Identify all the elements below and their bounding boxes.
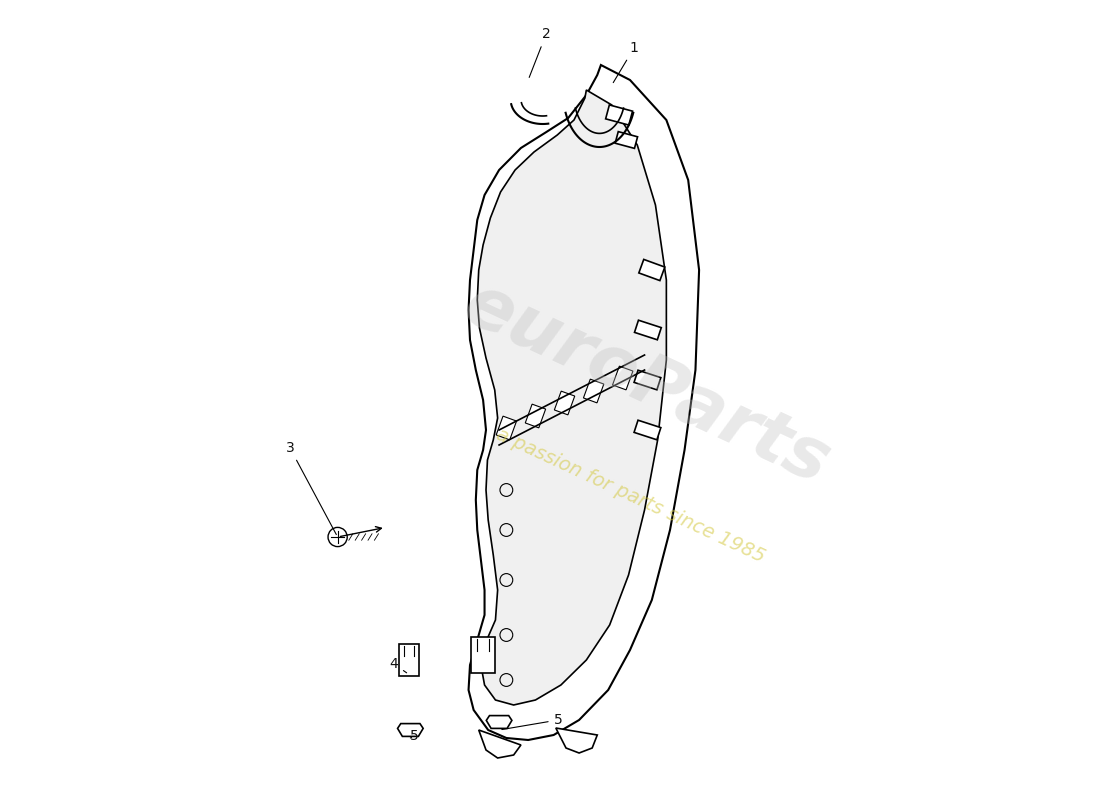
Text: 3: 3 <box>286 441 337 534</box>
Polygon shape <box>554 391 574 415</box>
Polygon shape <box>606 105 632 125</box>
PathPatch shape <box>477 90 667 705</box>
Bar <box>471 638 495 673</box>
Polygon shape <box>634 420 661 440</box>
PathPatch shape <box>556 728 597 753</box>
Polygon shape <box>639 259 664 281</box>
Text: 2: 2 <box>529 27 550 78</box>
Polygon shape <box>397 723 424 736</box>
Polygon shape <box>583 379 604 403</box>
Polygon shape <box>615 132 638 148</box>
PathPatch shape <box>478 730 521 758</box>
Polygon shape <box>526 404 546 428</box>
Polygon shape <box>496 416 517 440</box>
Text: 4: 4 <box>389 657 407 673</box>
Text: a passion for parts since 1985: a passion for parts since 1985 <box>493 425 768 567</box>
Text: 5: 5 <box>409 729 418 743</box>
Text: 1: 1 <box>613 41 638 82</box>
PathPatch shape <box>469 65 700 740</box>
Polygon shape <box>634 370 661 390</box>
Polygon shape <box>635 320 661 340</box>
Bar <box>399 644 418 676</box>
Text: 5: 5 <box>502 713 562 730</box>
Text: euroParts: euroParts <box>452 269 840 499</box>
Polygon shape <box>613 366 632 390</box>
Polygon shape <box>486 715 512 728</box>
